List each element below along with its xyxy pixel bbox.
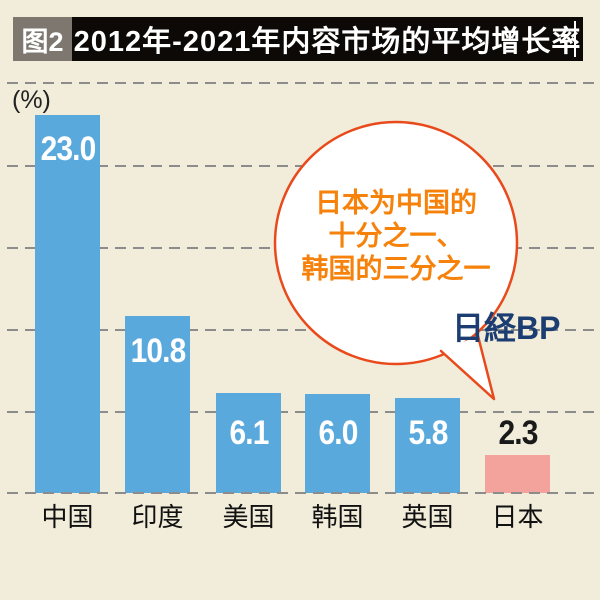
x-label-usa: 美国	[222, 502, 275, 532]
callout-text: 日本为中国的 十分之一、 韩国的三分之一	[231, 187, 561, 286]
bar-korea	[305, 394, 370, 493]
y-axis-unit-label: (%)	[12, 86, 51, 114]
bar-value-japan: 2.3	[498, 414, 538, 452]
x-label-japan: 日本	[491, 502, 544, 532]
x-label-uk: 英国	[401, 502, 454, 532]
callout-line-1: 日本为中国的	[315, 188, 477, 218]
gridline	[7, 411, 594, 413]
x-label-india: 印度	[131, 502, 184, 532]
bar-india	[125, 316, 190, 493]
bar-value-china: 23.0	[40, 130, 96, 168]
x-axis-baseline	[7, 492, 594, 494]
callout-line-2: 十分之一、	[328, 221, 464, 251]
figure-number-badge: 图2	[13, 17, 72, 61]
figure-title-bar: 2012年-2021年内容市场的平均增长率	[72, 17, 583, 61]
bar-china	[35, 115, 100, 493]
title-bar-end-accent	[574, 21, 576, 57]
bar-value-usa: 6.1	[229, 414, 269, 452]
bar-usa	[216, 393, 281, 493]
bar-value-korea: 6.0	[318, 414, 358, 452]
bar-uk	[395, 398, 460, 493]
bar-japan	[485, 455, 550, 493]
figure-header: 图2 2012年-2021年内容市场的平均增长率	[13, 17, 583, 61]
callout-line-3: 韩国的三分之一	[301, 254, 491, 284]
bar-value-uk: 5.8	[408, 414, 448, 452]
x-label-china: 中国	[41, 502, 94, 532]
figure-title: 2012年-2021年内容市场的平均增长率	[73, 26, 582, 58]
bar-value-india: 10.8	[130, 332, 186, 370]
x-label-korea: 韩国	[311, 502, 364, 532]
gridline	[7, 82, 594, 84]
nikkei-bp-logo: 日経BP	[452, 310, 561, 346]
